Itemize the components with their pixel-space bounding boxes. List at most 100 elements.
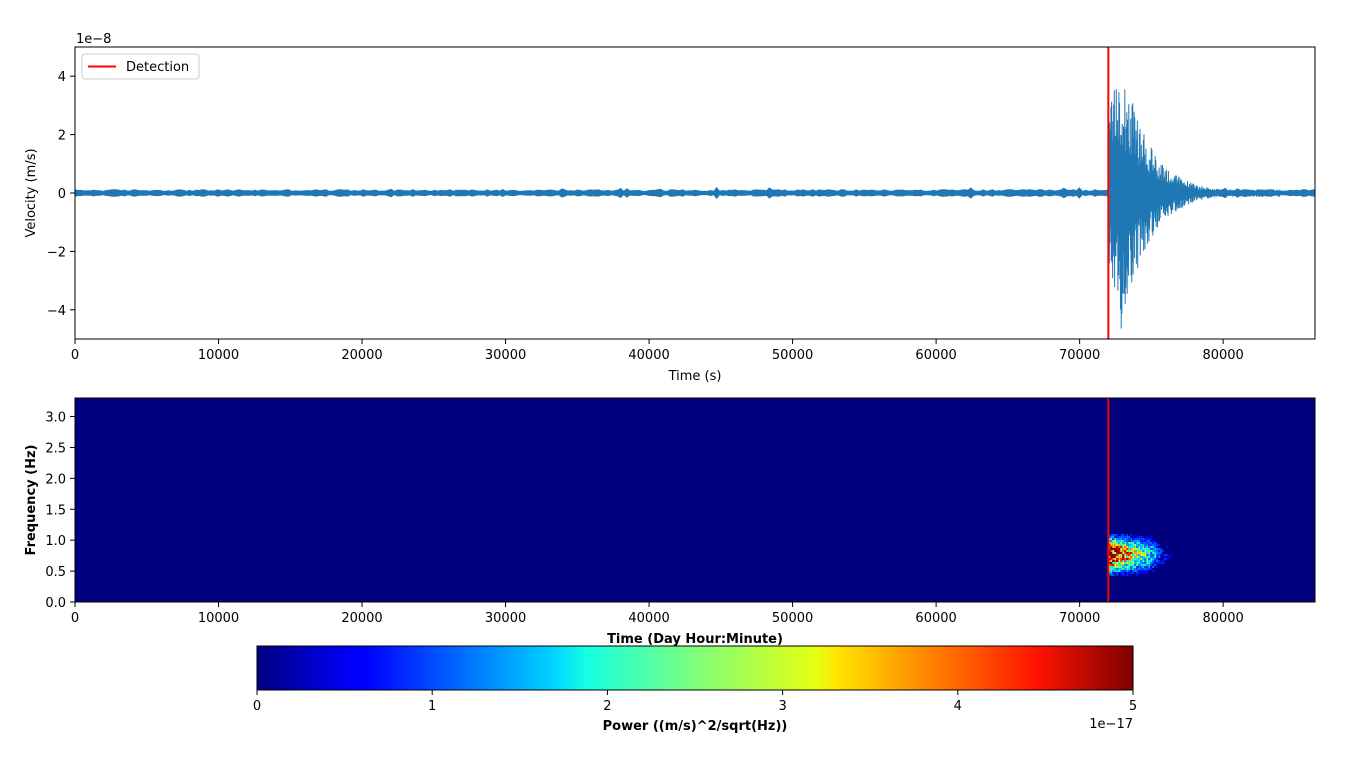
spectrogram-cell bbox=[1164, 554, 1167, 556]
spectrogram-cell bbox=[1156, 556, 1159, 558]
spectrogram-cell bbox=[1128, 562, 1131, 564]
spectrogram-cell bbox=[1112, 556, 1115, 558]
waveform-event-trace bbox=[1107, 88, 1281, 329]
colorbar-tick-label: 3 bbox=[778, 699, 786, 714]
spectrogram-cell bbox=[1126, 542, 1129, 544]
spectrogram-cell bbox=[1148, 540, 1151, 542]
spectrogram-cell bbox=[1120, 538, 1123, 540]
spectrogram-cell bbox=[1128, 544, 1131, 546]
spectrogram-cell bbox=[1120, 568, 1123, 570]
spectrogram-cell bbox=[1152, 560, 1155, 562]
spectrogram-cell bbox=[1120, 558, 1123, 560]
colorbar: 0 1 2 3 4 5 Power ((m/s)^2/sqrt(Hz)) 1e−17 bbox=[253, 645, 1137, 734]
waveform-x-tick-label: 60000 bbox=[915, 348, 956, 363]
spectrogram-cell bbox=[1140, 556, 1143, 558]
spectrogram-cell bbox=[1130, 554, 1133, 556]
spectrogram-cell bbox=[1146, 568, 1149, 570]
spectrogram-cell bbox=[1138, 544, 1141, 546]
spectrogram-cell bbox=[1152, 548, 1155, 550]
spectrogram-cell bbox=[1150, 542, 1153, 544]
spectrogram-cell bbox=[1124, 536, 1127, 538]
spectrogram-cell bbox=[1112, 558, 1115, 560]
spectrogram-cell bbox=[1112, 544, 1115, 546]
spectrogram-cell bbox=[1142, 550, 1145, 552]
spectrogram-cell bbox=[1144, 554, 1147, 556]
spectrogram-cell bbox=[1162, 564, 1165, 566]
spectrogram-cell bbox=[1110, 540, 1113, 542]
spectrogram-cell bbox=[1156, 544, 1159, 546]
spectrogram-cell bbox=[1114, 542, 1117, 544]
spectrogram-cell bbox=[1134, 554, 1137, 556]
spectrogram-cell bbox=[1120, 574, 1123, 576]
spectrogram-cell bbox=[1112, 566, 1115, 568]
spectrogram-cell bbox=[1124, 552, 1127, 554]
spectrogram-cell bbox=[1162, 560, 1165, 562]
spectrogram-cell bbox=[1158, 560, 1161, 562]
spectrogram-x-tick-label: 70000 bbox=[1059, 611, 1100, 626]
spectrogram-cell bbox=[1142, 556, 1145, 558]
spectrogram-cell bbox=[1114, 560, 1117, 562]
spectrogram-cell bbox=[1144, 550, 1147, 552]
spectrogram-cell bbox=[1128, 536, 1131, 538]
spectrogram-cell bbox=[1138, 550, 1141, 552]
spectrogram-x-tick-label: 40000 bbox=[628, 611, 669, 626]
spectrogram-x-tick-label: 30000 bbox=[485, 611, 526, 626]
spectrogram-cell bbox=[1140, 560, 1143, 562]
spectrogram-cell bbox=[1122, 540, 1125, 542]
spectrogram-cell bbox=[1148, 568, 1151, 570]
spectrogram-cell bbox=[1130, 562, 1133, 564]
spectrogram-cell bbox=[1156, 548, 1159, 550]
spectrogram-cell bbox=[1116, 562, 1119, 564]
spectrogram-cell bbox=[1150, 556, 1153, 558]
spectrogram-cell bbox=[1138, 542, 1141, 544]
spectrogram-cell bbox=[1130, 540, 1133, 542]
spectrogram-cell bbox=[1138, 538, 1141, 540]
spectrogram-cell bbox=[1150, 558, 1153, 560]
spectrogram-cell bbox=[1120, 548, 1123, 550]
legend-box bbox=[81, 53, 200, 80]
spectrogram-cell bbox=[1160, 562, 1163, 564]
spectrogram-cell bbox=[1152, 566, 1155, 568]
spectrogram-cell bbox=[1140, 570, 1143, 572]
spectrogram-cell bbox=[1118, 560, 1121, 562]
spectrogram-cell bbox=[1128, 568, 1131, 570]
spectrogram-cell bbox=[1130, 566, 1133, 568]
spectrogram-cell bbox=[1146, 566, 1149, 568]
spectrogram-y-tick-label: 0.0 bbox=[45, 596, 66, 611]
spectrogram-cell bbox=[1124, 568, 1127, 570]
colorbar-offset-text: 1e−17 bbox=[1089, 717, 1133, 732]
spectrogram-cell bbox=[1118, 554, 1121, 556]
spectrogram-cell bbox=[1128, 546, 1131, 548]
spectrogram-cell bbox=[1140, 550, 1143, 552]
spectrogram-cell bbox=[1144, 562, 1147, 564]
spectrogram-cell bbox=[1142, 540, 1145, 542]
spectrogram-cell bbox=[1126, 544, 1129, 546]
spectrogram-cell bbox=[1140, 546, 1143, 548]
spectrogram-cell bbox=[1144, 552, 1147, 554]
spectrogram-cell bbox=[1150, 568, 1153, 570]
spectrogram-cell bbox=[1118, 564, 1121, 566]
spectrogram-cell bbox=[1146, 570, 1149, 572]
spectrogram-cell bbox=[1136, 538, 1139, 540]
spectrogram-cell bbox=[1124, 560, 1127, 562]
spectrogram-cell bbox=[1146, 544, 1149, 546]
spectrogram-cell bbox=[1118, 556, 1121, 558]
spectrogram-cell bbox=[1120, 544, 1123, 546]
spectrogram-cell bbox=[1120, 552, 1123, 554]
spectrogram-cell bbox=[1132, 572, 1135, 574]
waveform-x-tick-label: 30000 bbox=[485, 348, 526, 363]
spectrogram-cell bbox=[1140, 538, 1143, 540]
spectrogram-cell bbox=[1124, 566, 1127, 568]
spectrogram-cell bbox=[1144, 540, 1147, 542]
waveform-x-ticks: 0 10000 20000 30000 40000 50000 60000 70000 8000… bbox=[71, 339, 1244, 363]
spectrogram-cell bbox=[1148, 542, 1151, 544]
spectrogram-cell bbox=[1114, 570, 1117, 572]
spectrogram-cell bbox=[1112, 564, 1115, 566]
waveform-y-tick-label: 4 bbox=[58, 70, 66, 85]
spectrogram-cell bbox=[1136, 542, 1139, 544]
spectrogram-cell bbox=[1148, 552, 1151, 554]
spectrogram-cell bbox=[1148, 556, 1151, 558]
spectrogram-cell bbox=[1112, 548, 1115, 550]
spectrogram-cell bbox=[1126, 564, 1129, 566]
spectrogram-x-tick-label: 20000 bbox=[341, 611, 382, 626]
